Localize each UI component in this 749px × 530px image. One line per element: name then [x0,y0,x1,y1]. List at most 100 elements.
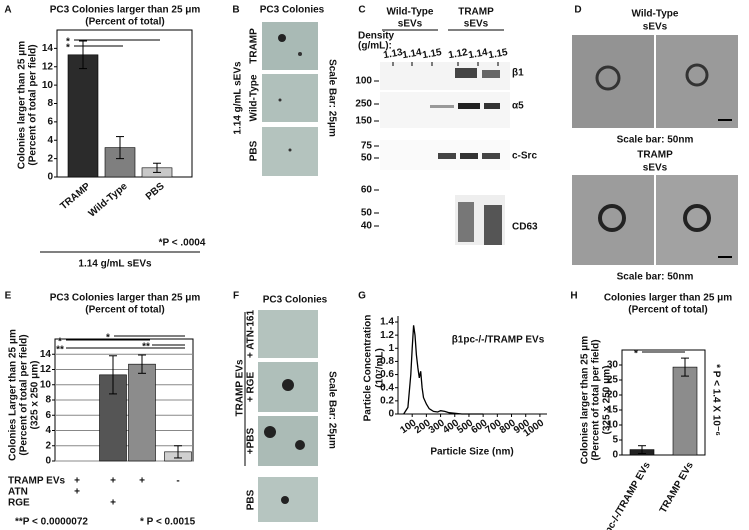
chart-title: PC3 Colonies larger than 25 μm [50,293,201,304]
data-line [403,325,484,415]
blot-band [460,153,478,159]
y-tick-label: 0 [388,409,394,420]
y-axis-label: (325 x 250 μm) [30,361,41,430]
scale-bar-label: Scale bar: 50nm [617,272,694,283]
x-tick-label: β1pc-/-/TRAMP EVs [597,460,653,530]
row-label: TRAMP [249,28,260,64]
mw-marker: 100 [355,76,372,87]
blot-band [438,153,456,159]
tem-image [572,35,654,128]
colony [278,34,286,42]
significance-mark: ** [142,342,150,353]
y-axis-label: (Percent of total per field) [28,44,39,165]
y-tick-label: 0 [47,172,53,183]
blot-band [482,70,500,78]
row-label: + RGE [246,372,257,403]
blot-band [455,68,477,78]
density-value: 1.13 [382,47,404,61]
row-label: PBS [246,489,257,510]
row-label: + ATN-161 [246,310,257,359]
chart-subtitle: (Percent of total) [85,305,164,316]
y-tick-label: 10 [42,80,54,91]
y-tick-label: 5 [612,435,618,446]
panel-letter: G [358,291,366,302]
band-label: c-Src [512,151,537,162]
y-tick-label: 2 [47,153,53,164]
chart-subtitle: (Percent of total) [628,305,707,316]
mw-marker: 250 [355,99,372,110]
y-axis-label: Colonies larger than 25 μm [17,41,28,169]
vesicle [598,204,626,232]
micrograph [262,22,318,70]
y-tick-label: 10 [40,379,52,390]
condition-label: ATN [8,487,28,498]
significance-mark: * [58,337,62,348]
y-tick-label: 0.2 [380,395,394,406]
y-tick-label: 0.8 [380,356,394,367]
colony [281,496,289,504]
panel-letter: E [5,291,12,302]
chart-title: PC3 Colonies larger than 25 μm [50,5,201,16]
significance-mark: * [66,37,70,48]
y-axis-label: Colonies Larger than 25 μm [8,329,19,461]
y-tick-label: 6 [47,117,53,128]
chart-title: Colonies larger than 25 μm [604,293,732,304]
lane-header: Wild-Type [387,7,434,18]
condition-mark: + [110,498,116,509]
band-label: α5 [512,101,524,112]
lane-header: sEVs [398,19,423,30]
density-value: 1.12 [447,47,469,61]
image-placeholders [258,22,738,522]
bar [672,366,698,456]
y-tick-label: 25 [607,375,619,386]
footnote: *P < .0004 [159,238,206,249]
density-label: Density [358,31,395,42]
y-tick-label: 15 [607,405,619,416]
vesicle [595,65,621,91]
y-tick-label: 8 [47,98,53,109]
y-tick-label: 0 [612,450,618,461]
bar [128,363,156,462]
y-tick-label: 4 [47,135,53,146]
density-value: 1.15 [487,47,509,61]
density-value: 1.15 [421,47,443,61]
colony [278,98,282,102]
mw-marker: 40 [361,221,373,232]
blot-band [430,105,454,108]
mw-marker: 150 [355,116,372,127]
blot-band [484,103,500,109]
band-label: CD63 [512,222,538,233]
colony [298,52,302,56]
colony [282,379,294,391]
bar [67,54,99,178]
y-tick-label: 0 [45,456,51,467]
y-tick-label: 20 [607,390,619,401]
y-tick-label: 30 [607,360,619,371]
plot-frame [621,349,706,456]
row-label: PBS [249,140,260,161]
blot [380,92,510,128]
band-label: β1 [512,68,524,79]
condition-mark: + [74,476,80,487]
x-tick-label: Wild-Type [87,181,130,220]
significance-mark: * [634,349,638,360]
condition-mark: + [74,487,80,498]
row-label: +PBS [246,427,257,454]
y-tick-label: 8 [45,395,51,406]
side-label: 1.14 g/mL sEVs [233,61,244,135]
scale-bar-label: Scale Bar: 25μm [326,59,337,137]
group-title: sEVs [643,22,668,33]
y-tick-label: 14 [40,349,52,360]
condition-mark: + [139,476,145,487]
scale-bar-label: Scale Bar: 25μm [326,371,337,449]
panel-letter: D [574,5,581,16]
micrograph [258,310,318,358]
mw-marker: 50 [361,208,373,219]
colony [288,148,292,152]
lane-header: sEVs [464,19,489,30]
x-tick-label: PBS [144,181,167,203]
density-value: 1.14 [401,47,423,61]
condition-label: TRAMP EVs [8,476,65,487]
x-tick-label: TRAMP [58,181,93,212]
condition-mark: + [110,476,116,487]
